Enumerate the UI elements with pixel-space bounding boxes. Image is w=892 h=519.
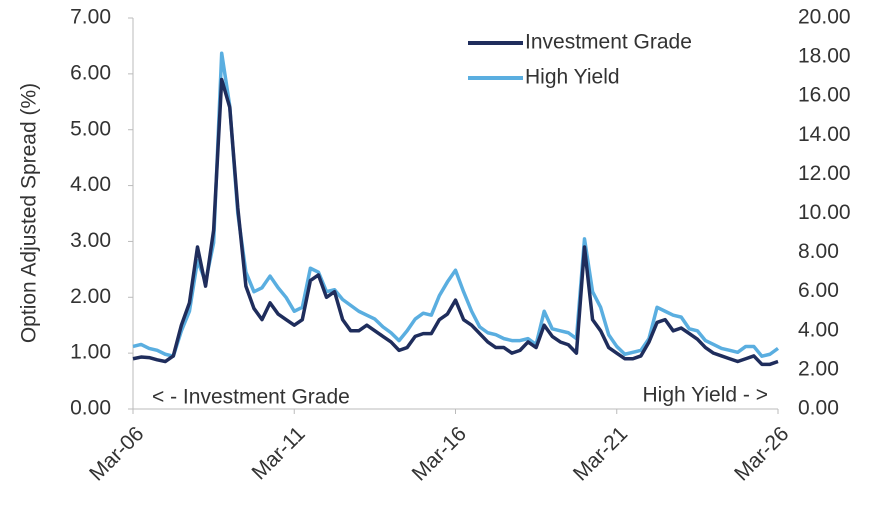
- series-line: [132, 51, 780, 358]
- y-tick-label: 6.00: [70, 61, 111, 84]
- x-tick-label: Mar-16: [408, 422, 471, 485]
- y-tick-label: 5.00: [70, 117, 111, 140]
- x-tick-label: Mar-21: [569, 422, 632, 485]
- series-line: [132, 77, 779, 367]
- y2-tick-label: 2.00: [798, 357, 839, 380]
- y-tick-label: 0.00: [70, 397, 111, 420]
- y2-tick-label: 0.00: [798, 397, 839, 420]
- y-tick-label: 3.00: [70, 229, 111, 252]
- y2-tick-label: 4.00: [798, 318, 839, 341]
- x-tick-label: Mar-06: [85, 422, 148, 485]
- x-tick-label: Mar-26: [730, 422, 793, 485]
- y-axis-label: Option Adjusted Spread (%): [18, 83, 41, 343]
- x-tick-label: Mar-11: [248, 422, 310, 484]
- y2-tick-label: 12.00: [798, 162, 851, 185]
- y-tick-label: 2.00: [70, 285, 111, 308]
- y2-tick-label: 8.00: [798, 240, 839, 263]
- annotation: High Yield - >: [643, 384, 769, 407]
- y2-tick-label: 18.00: [798, 45, 851, 68]
- legend-label: High Yield: [525, 66, 620, 89]
- y-tick-label: 4.00: [70, 173, 111, 196]
- y-tick-label: 1.00: [70, 341, 111, 364]
- y-tick-label: 7.00: [70, 6, 111, 29]
- legend-label: Investment Grade: [525, 31, 692, 54]
- y2-tick-label: 14.00: [798, 123, 851, 146]
- y2-tick-label: 16.00: [798, 84, 851, 107]
- y2-tick-label: 10.00: [798, 201, 851, 224]
- annotation: < - Investment Grade: [152, 386, 350, 409]
- y2-tick-label: 6.00: [798, 279, 839, 302]
- y2-tick-label: 20.00: [798, 6, 851, 29]
